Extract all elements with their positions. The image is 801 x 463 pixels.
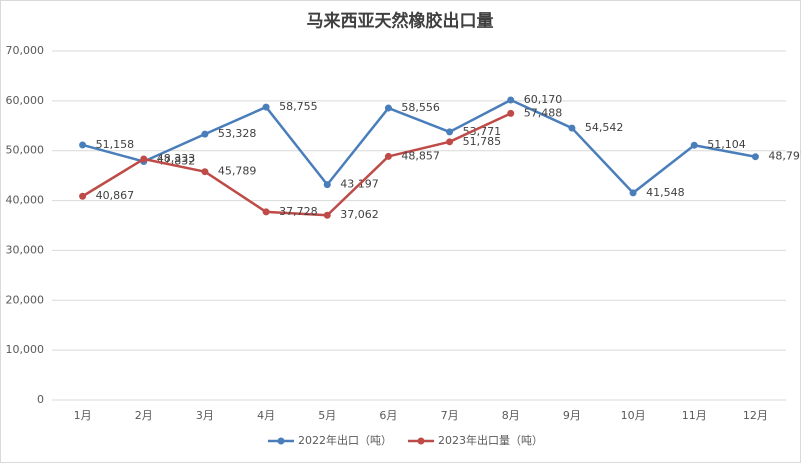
- point: [507, 96, 515, 104]
- data-label: 48,797: [768, 150, 801, 163]
- x-tick-label: 4月: [257, 409, 275, 422]
- data-label: 54,542: [585, 121, 624, 134]
- data-label: 53,771: [463, 125, 502, 138]
- data-label: 41,548: [646, 186, 685, 199]
- y-tick-label: 20,000: [6, 293, 45, 306]
- point: [384, 104, 392, 112]
- y-tick-label: 60,000: [6, 94, 45, 107]
- data-label: 60,170: [524, 93, 563, 106]
- point: [79, 192, 87, 200]
- x-tick-label: 9月: [563, 409, 581, 422]
- point: [629, 189, 637, 197]
- x-tick-label: 6月: [379, 409, 397, 422]
- legend-marker: [277, 437, 285, 445]
- legend-label: 2023年出口量（吨）: [438, 433, 543, 447]
- x-tick-label: 3月: [196, 409, 214, 422]
- point: [79, 141, 87, 149]
- data-label: 48,857: [401, 149, 440, 162]
- y-tick-label: 40,000: [6, 194, 45, 207]
- point: [446, 128, 454, 136]
- point: [507, 109, 515, 117]
- data-label: 57,488: [524, 106, 563, 119]
- x-tick-label: 7月: [441, 409, 459, 422]
- y-tick-label: 30,000: [6, 243, 45, 256]
- series-line: [81, 112, 512, 217]
- data-label: 40,867: [96, 189, 135, 202]
- data-label: 37,728: [279, 205, 318, 218]
- data-label: 37,062: [340, 208, 379, 221]
- point: [690, 141, 698, 149]
- data-label: 51,104: [707, 138, 746, 151]
- data-label: 45,789: [218, 165, 257, 178]
- data-label: 51,158: [96, 138, 135, 151]
- point: [323, 181, 331, 189]
- legend-label: 2022年出口（吨）: [298, 433, 392, 447]
- chart-title: 马来西亚天然橡胶出口量: [307, 11, 494, 32]
- data-label: 48,333: [157, 152, 196, 165]
- legend-marker: [417, 437, 425, 445]
- y-tick-label: 10,000: [6, 343, 45, 356]
- data-label: 58,556: [401, 101, 440, 114]
- point: [568, 124, 576, 132]
- x-tick-label: 10月: [621, 409, 646, 422]
- y-tick-label: 70,000: [6, 44, 45, 57]
- x-tick-label: 2月: [135, 409, 153, 422]
- point: [323, 211, 331, 219]
- x-tick-label: 1月: [74, 409, 92, 422]
- point: [262, 208, 270, 216]
- point: [751, 153, 759, 161]
- x-tick-label: 8月: [502, 409, 520, 422]
- point: [201, 130, 209, 138]
- y-tick-label: 0: [37, 393, 44, 406]
- point: [140, 155, 148, 163]
- point: [201, 168, 209, 176]
- data-label: 58,755: [279, 100, 318, 113]
- x-tick-label: 5月: [318, 409, 336, 422]
- data-label: 53,328: [218, 127, 257, 140]
- y-tick-label: 50,000: [6, 144, 45, 157]
- series-line: [82, 98, 756, 195]
- x-tick-label: 11月: [682, 409, 707, 422]
- x-tick-label: 12月: [743, 409, 768, 422]
- point: [262, 103, 270, 111]
- point: [384, 152, 392, 160]
- data-label: 51,785: [463, 135, 502, 148]
- point: [446, 138, 454, 146]
